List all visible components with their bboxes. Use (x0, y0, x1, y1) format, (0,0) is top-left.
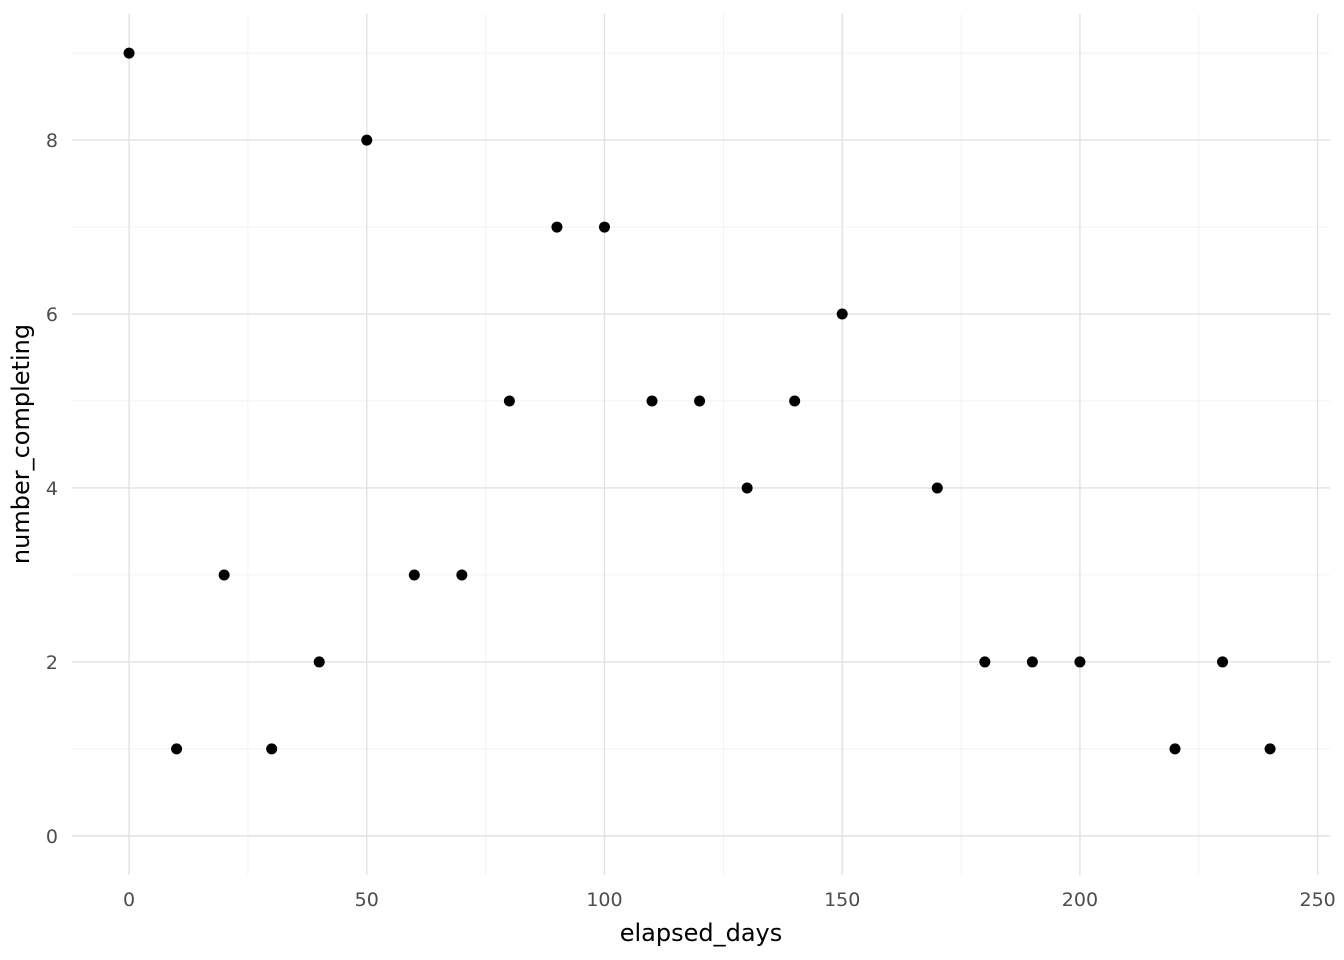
x-tick-label: 200 (1062, 889, 1098, 911)
data-point (1074, 656, 1086, 668)
y-tick-label: 4 (46, 478, 58, 500)
data-point (503, 395, 515, 407)
data-point (456, 569, 468, 581)
x-axis-title: elapsed_days (619, 919, 783, 947)
data-point (931, 482, 943, 494)
x-tick-label: 150 (824, 889, 860, 911)
data-point (979, 656, 991, 668)
data-point (789, 395, 801, 407)
data-point (694, 395, 706, 407)
data-point (646, 395, 658, 407)
data-point (836, 308, 848, 320)
data-point (1026, 656, 1038, 668)
data-point (741, 482, 753, 494)
data-point (408, 569, 420, 581)
data-point (171, 743, 183, 755)
data-point (313, 656, 325, 668)
data-point (361, 134, 373, 146)
data-point (218, 569, 230, 581)
y-tick-label: 8 (46, 130, 58, 152)
data-point (551, 221, 563, 233)
data-point (1217, 656, 1229, 668)
data-point (1169, 743, 1181, 755)
data-point (1264, 743, 1276, 755)
data-point (598, 221, 610, 233)
y-axis-title: number_completing (7, 323, 35, 565)
data-point (123, 47, 135, 59)
x-tick-label: 250 (1300, 889, 1336, 911)
data-point (266, 743, 278, 755)
y-tick-label: 0 (46, 826, 58, 848)
y-tick-label: 2 (46, 652, 58, 674)
y-tick-label: 6 (46, 304, 58, 326)
x-tick-label: 0 (123, 889, 135, 911)
x-tick-label: 50 (355, 889, 379, 911)
x-tick-label: 100 (586, 889, 622, 911)
